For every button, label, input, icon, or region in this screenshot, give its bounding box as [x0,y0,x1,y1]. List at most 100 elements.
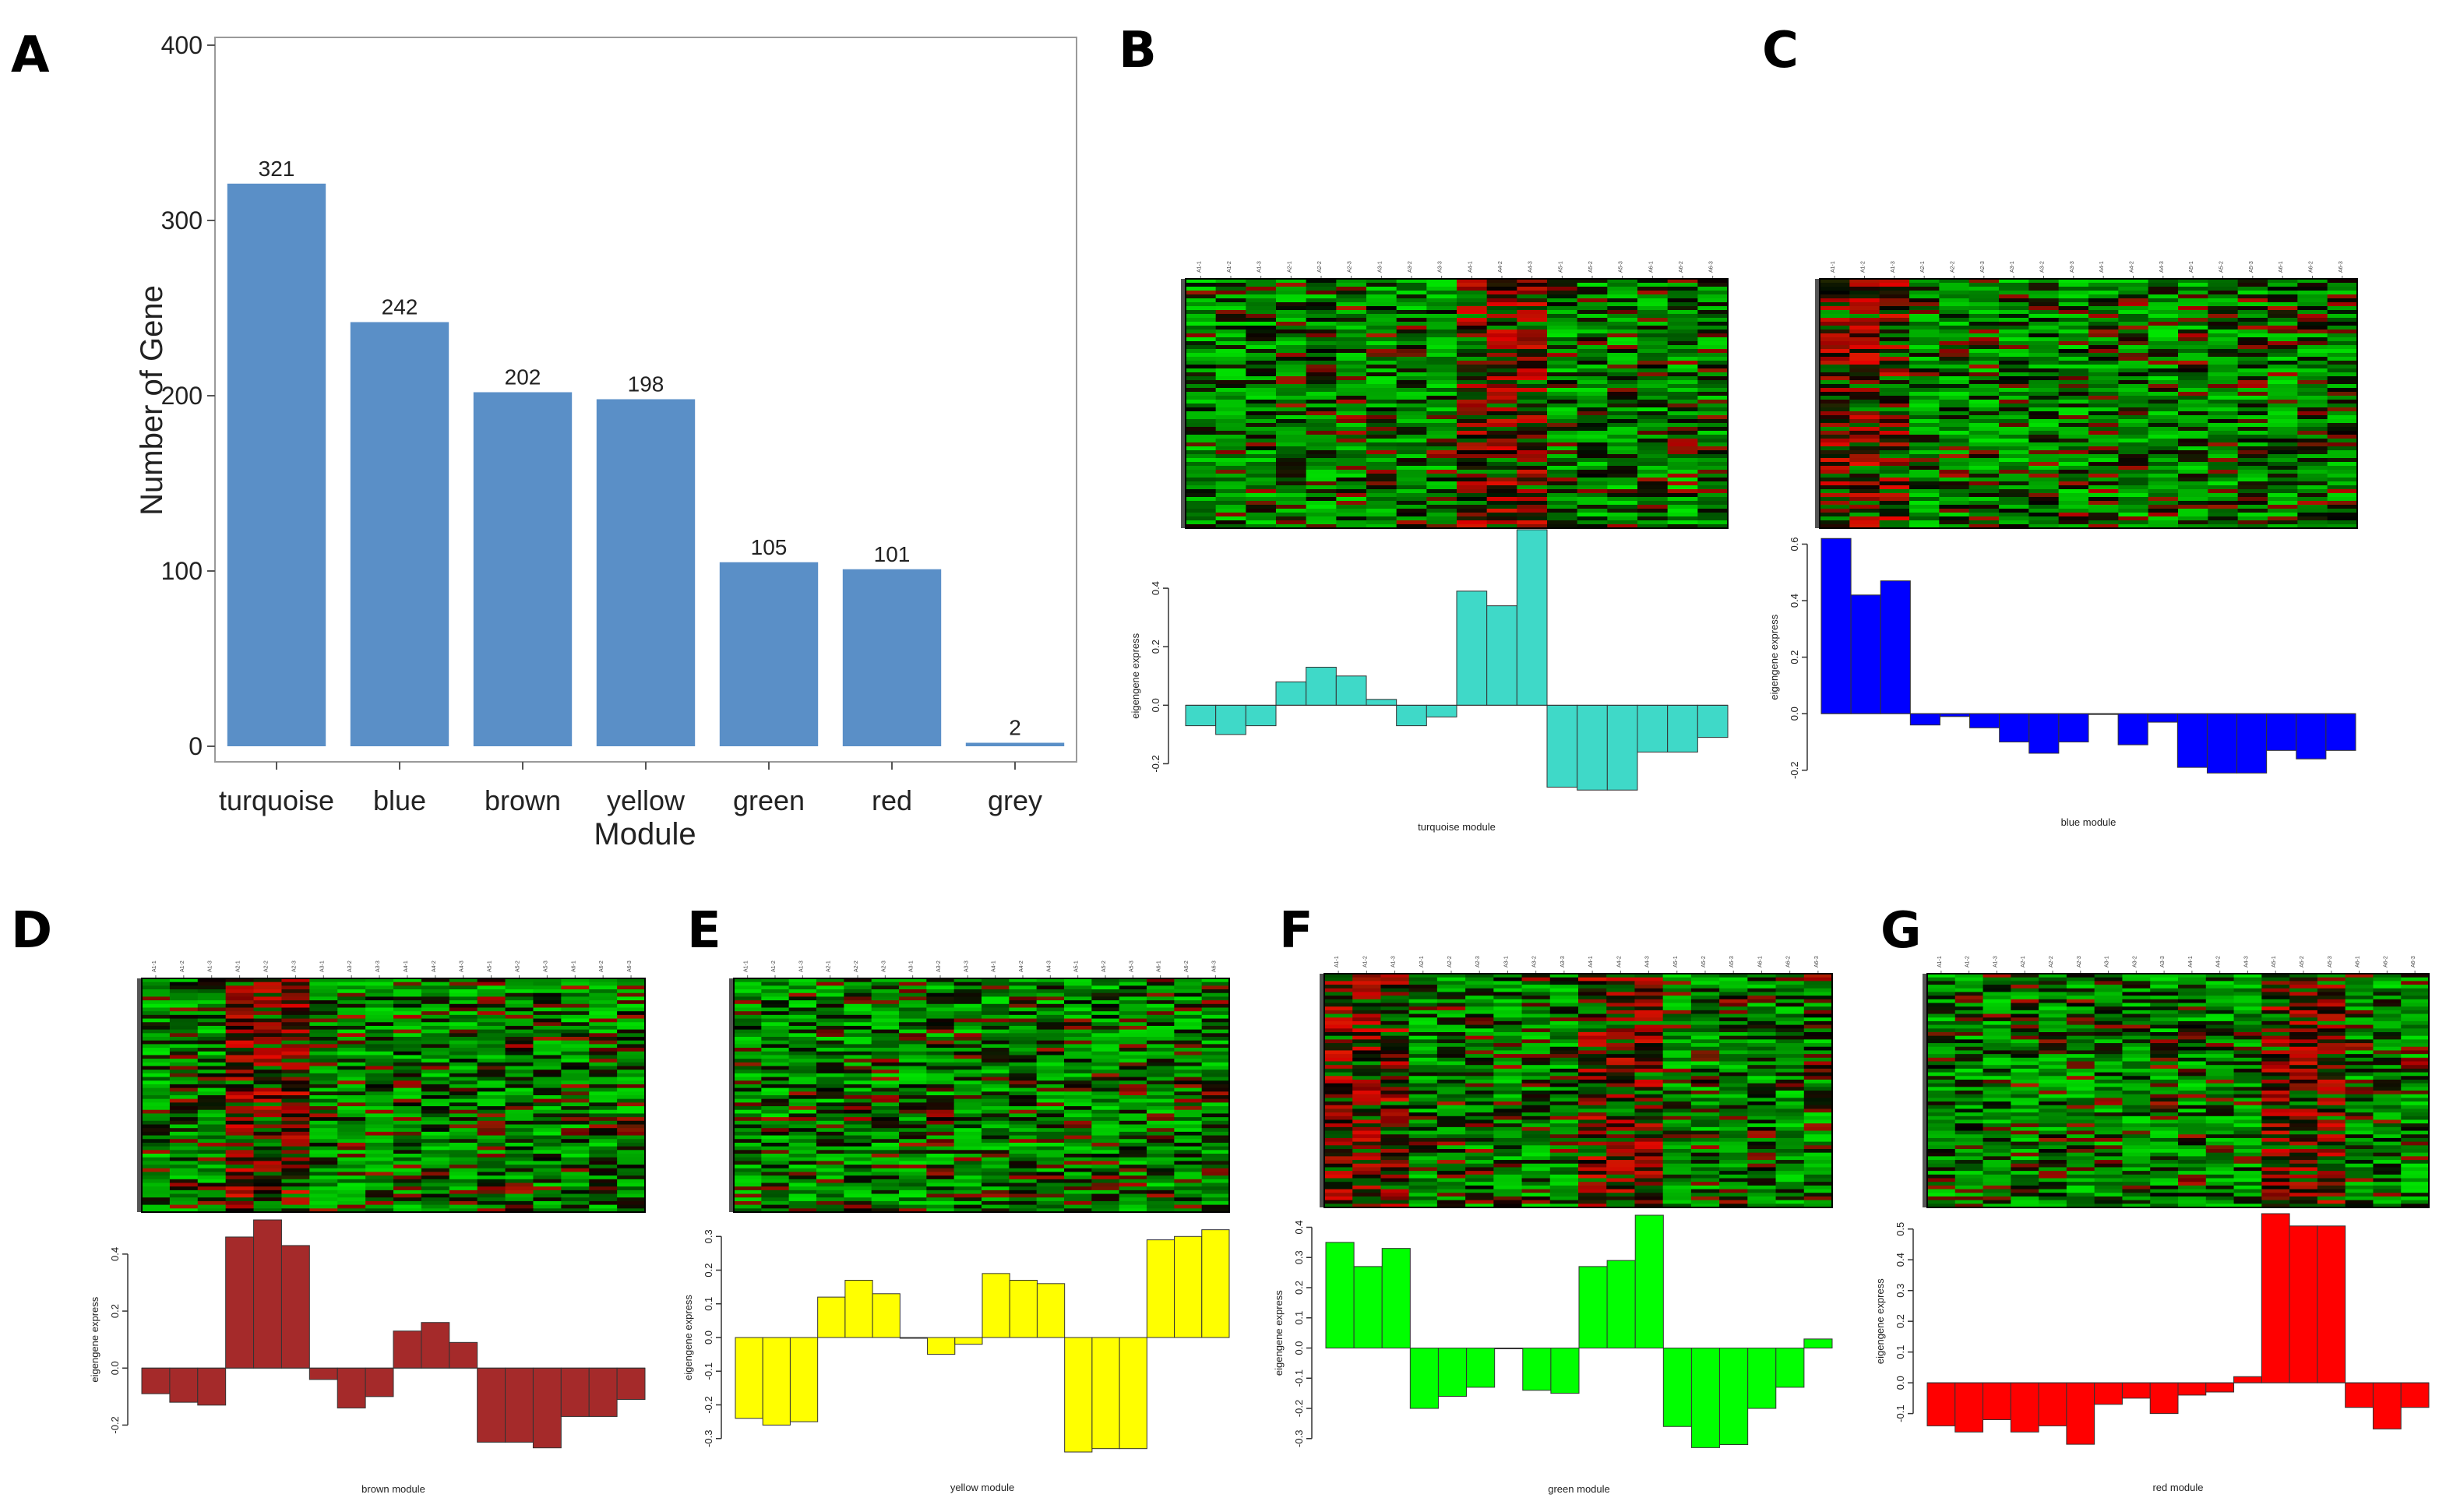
heatmap-cell [1091,1161,1120,1165]
heatmap-cell [1637,400,1669,404]
heatmap-cell [589,1062,618,1066]
heatmap-cell [1486,294,1517,299]
heatmap-cell [1607,427,1638,432]
heatmap-cell [2058,341,2089,346]
heatmap-cell [2058,442,2089,447]
heatmap-cell [2088,423,2119,428]
x-tick-label: yellow [607,784,686,816]
heatmap-cell [982,1154,1010,1158]
heatmap-cell [1879,291,1910,295]
heatmap-cell [982,1095,1010,1100]
heatmap-cell [1457,333,1488,338]
heatmap-cell [982,1070,1010,1074]
heatmap-cell [1486,501,1517,506]
heatmap-cell [1517,349,1548,354]
heatmap-cell [1939,353,1970,358]
heatmap-cell [1697,376,1729,381]
heatmap-cell [2268,501,2298,506]
heatmap-cell [1637,380,1669,385]
heatmap-cell [225,1142,255,1147]
heatmap-cell [197,1190,227,1195]
heatmap-cell [1457,326,1488,330]
heatmap-cell [788,1011,817,1016]
heatmap-cell [1119,1091,1147,1096]
heatmap-cell [734,1040,762,1045]
heatmap-cell [1486,392,1517,397]
heatmap-cell [1999,318,2029,322]
heatmap-cell [281,1059,310,1063]
heatmap-cell [589,1142,618,1147]
heatmap-cell [1009,1044,1038,1049]
heatmap-cell [477,1025,506,1031]
heatmap-cell [816,1120,844,1125]
heatmap-cell [2178,365,2208,369]
heatmap-cell [309,1179,338,1183]
heatmap-cell [2148,407,2179,412]
heatmap-cell [2178,279,2208,284]
heatmap-cell [1820,474,1850,478]
heatmap-cell [393,1161,422,1165]
heatmap-cell [2118,411,2149,416]
heatmap-cell [561,1051,590,1056]
heatmap-cell [589,1011,618,1016]
heatmap-cell [1999,376,2029,381]
heatmap-cell [1009,1150,1038,1154]
heatmap-cell [589,992,618,997]
heatmap-cell [1036,1044,1065,1049]
heatmap-cell [1667,388,1698,393]
eigengene-bar [253,1219,282,1369]
heatmap-cell [393,1051,422,1056]
heatmap-cell [2237,407,2268,412]
heatmap-cell [982,1048,1010,1052]
heatmap-cell [1939,516,1970,521]
heatmap-cell [871,1106,900,1111]
heatmap-cell [1697,485,1729,490]
heatmap-cell [1697,470,1729,474]
heatmap-cell [1246,314,1277,319]
heatmap-cell [1201,1029,1230,1034]
heatmap-cell [393,1011,422,1016]
heatmap-cell [1201,989,1230,994]
heatmap-cell [1064,1018,1092,1023]
heatmap-cell [589,1117,618,1122]
heatmap-cell [169,1040,199,1045]
heatmap-cell [1396,419,1427,424]
heatmap-cell [225,1003,255,1008]
heatmap-cell [533,1179,562,1183]
heatmap-cell [871,1117,900,1122]
heatmap-cell [1517,478,1548,482]
heatmap-cell [393,1131,422,1137]
heatmap-cell [1879,287,1910,291]
heatmap-cell [1697,501,1729,506]
heatmap-cell [2118,384,2149,389]
heatmap-cell [617,1204,646,1209]
heatmap-cell [1486,458,1517,463]
heatmap-cell [1064,1124,1092,1129]
heatmap-cell [2268,306,2298,311]
heatmap-cell [1637,349,1669,354]
heatmap-cell [1667,513,1698,517]
heatmap-cell [1064,1142,1092,1147]
heatmap-cell [589,1095,618,1100]
heatmap-cell [761,1007,790,1012]
heatmap-cell [761,1113,790,1118]
heatmap-cell [505,1168,534,1172]
heatmap-cell [1968,337,2000,342]
heatmap-cell [1201,1182,1230,1187]
heatmap-cell [505,1106,534,1111]
heatmap-cell [533,1080,562,1085]
heatmap-cell [2058,481,2089,486]
heatmap-cell [1521,974,1551,978]
heatmap-cell [1186,330,1217,334]
heatmap-cell [142,1077,171,1081]
heatmap-cell [953,1040,982,1045]
heatmap-cell [953,1109,982,1114]
heatmap-cell [253,1146,282,1151]
heatmap-cell [1517,310,1548,315]
heatmap-cell [1820,302,1850,307]
heatmap-cell [2327,372,2358,377]
heatmap-cell [734,1193,762,1198]
heatmap-cell [169,989,199,994]
heatmap-cell [871,1182,900,1187]
heatmap-cell [477,1087,506,1092]
